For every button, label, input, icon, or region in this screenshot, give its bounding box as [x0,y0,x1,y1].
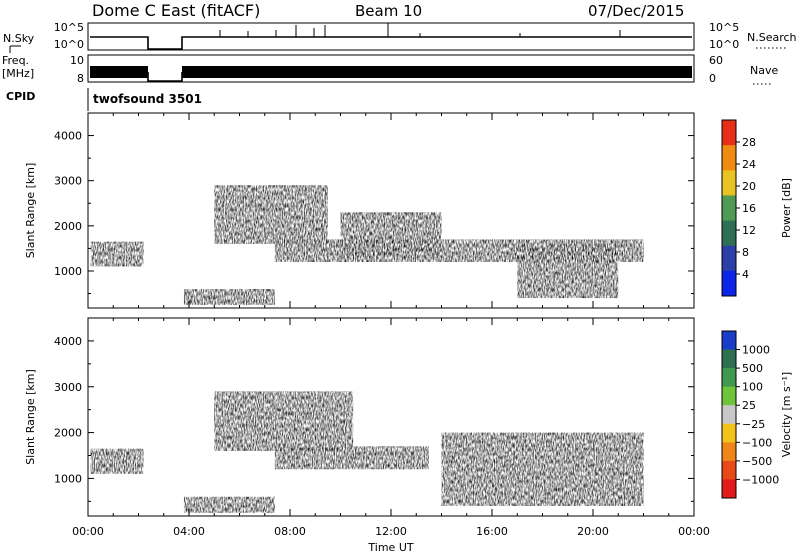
power-echo-region [214,185,328,244]
nave-tick-bottom: 0 [709,72,716,85]
velocity-echo-region [183,496,275,513]
nave-label: Nave [750,64,778,77]
power-data-gap [144,114,183,307]
velocity-colorbar-label: −25 [742,418,765,431]
power-colorbar-label: 20 [742,180,756,193]
nave-band-left [90,66,148,78]
power-echo-group [90,185,644,305]
power-ytick-label: 2000 [54,220,82,233]
power-colorbar-title: Power [dB] [780,178,793,238]
velocity-ytick-label: 2000 [54,427,82,440]
nsky-trace [90,36,692,50]
power-colorbar-segment [722,220,736,247]
power-echo-region [340,212,442,258]
velocity-colorbar-segment [722,423,736,443]
xtick-label: 20:00 [577,525,609,538]
xtick-label: 00:00 [678,525,710,538]
nave-band-right [182,66,692,78]
velocity-colorbar-segment [722,442,736,462]
velocity-echo-region [214,391,354,451]
velocity-colorbar-label: 100 [742,381,763,394]
power-panel: 1000 2000 3000 4000 Slant Range [km] 4 8 12 16 20… [24,112,793,309]
velocity-colorbar-segment [722,349,736,369]
velocity-colorbar-label: −1000 [742,473,779,486]
velocity-colorbar-segment [722,479,736,499]
velocity-colorbar-segment [722,460,736,480]
power-colorbar-segment [722,170,736,196]
freq-label-line2: [MHz] [2,67,34,80]
nsky-tick-top: 10^5 [54,21,84,34]
velocity-colorbar-segment [722,331,736,351]
power-ytick-label: 1000 [54,265,82,278]
xtick-label: 00:00 [72,525,104,538]
nsky-tick-bottom: 10^0 [54,38,84,51]
power-colorbar-label: 16 [742,202,756,215]
power-colorbar-label: 24 [742,158,756,171]
power-colorbar-segment [722,145,736,171]
velocity-colorbar-segment [722,386,736,406]
xtick-label: 12:00 [375,525,407,538]
nave-tick-top: 60 [709,54,723,67]
velocity-colorbar-frame [721,330,737,499]
time-axis: 00:00 04:00 08:00 12:00 16:00 20:00 00:00 [72,525,710,538]
velocity-echo-region [441,432,644,506]
velocity-colorbar-label: −100 [742,436,772,449]
plot-title: Dome C East (fitACF) [92,1,260,20]
power-colorbar-label: 8 [742,246,749,259]
power-ytick-label: 3000 [54,175,82,188]
power-colorbar-segment [722,120,736,146]
power-echo-region [90,241,144,267]
velocity-ylabel: Slant Range [km] [24,369,37,465]
nsearch-tick-bottom: 10^0 [709,38,739,51]
velocity-colorbar-label: 25 [742,399,756,412]
freq-strip-frame [87,54,695,83]
nsky-label: N.Sky [3,32,35,45]
xtick-label: 04:00 [173,525,205,538]
xaxis-label: Time UT [367,541,413,554]
velocity-data-gap [144,319,183,515]
date-label: 07/Dec/2015 [588,2,684,20]
freq-tick-bottom: 8 [77,72,84,85]
velocity-colorbar-label: 500 [742,362,763,375]
freq-tick-top: 10 [70,54,84,67]
cpid-label: CPID [6,90,35,103]
velocity-ytick-label: 4000 [54,335,82,348]
power-colorbar-segment [722,195,736,222]
velocity-colorbar-segment [722,368,736,388]
velocity-ytick-label: 1000 [54,472,82,485]
freq-label-line1: Freq. [2,54,29,67]
velocity-echo-region [90,448,144,474]
velocity-colorbar-label: 1000 [742,344,770,357]
velocity-colorbar-title: Velocity [m s⁻¹] [780,372,793,457]
power-colorbar-segment [722,245,736,272]
xtick-label: 16:00 [476,525,508,538]
velocity-echo-group [90,391,644,513]
velocity-ytick-label: 3000 [54,381,82,394]
power-ylabel: Slant Range [km] [24,163,37,259]
power-colorbar-label: 28 [742,136,756,149]
nsky-strip-frame [87,22,695,51]
nsky-spikes [219,23,621,37]
velocity-echo-region [274,446,429,470]
power-colorbar-label: 4 [742,268,749,281]
velocity-panel: 1000 2000 3000 4000 Slant Range [km] 1000 500 1… [24,317,793,517]
power-ytick-label: 4000 [54,130,82,143]
power-colorbar-label: 12 [742,224,756,237]
power-colorbar-segment [722,270,736,297]
velocity-colorbar-segment [722,405,736,425]
cpid-text: twofsound 3501 [93,92,202,106]
nsearch-tick-top: 10^5 [709,21,739,34]
power-echo-region [517,243,619,299]
power-echo-region [183,289,275,305]
velocity-colorbar-label: −500 [742,455,772,468]
nsearch-label: N.Search [747,31,797,44]
beam-label: Beam 10 [355,2,422,20]
freq-gap-trace [147,72,183,82]
xtick-label: 08:00 [274,525,306,538]
